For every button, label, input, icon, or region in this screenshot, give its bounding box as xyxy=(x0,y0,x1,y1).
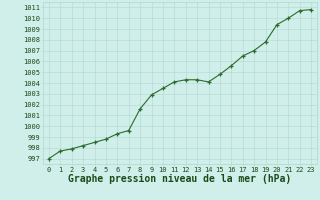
X-axis label: Graphe pression niveau de la mer (hPa): Graphe pression niveau de la mer (hPa) xyxy=(68,174,292,184)
